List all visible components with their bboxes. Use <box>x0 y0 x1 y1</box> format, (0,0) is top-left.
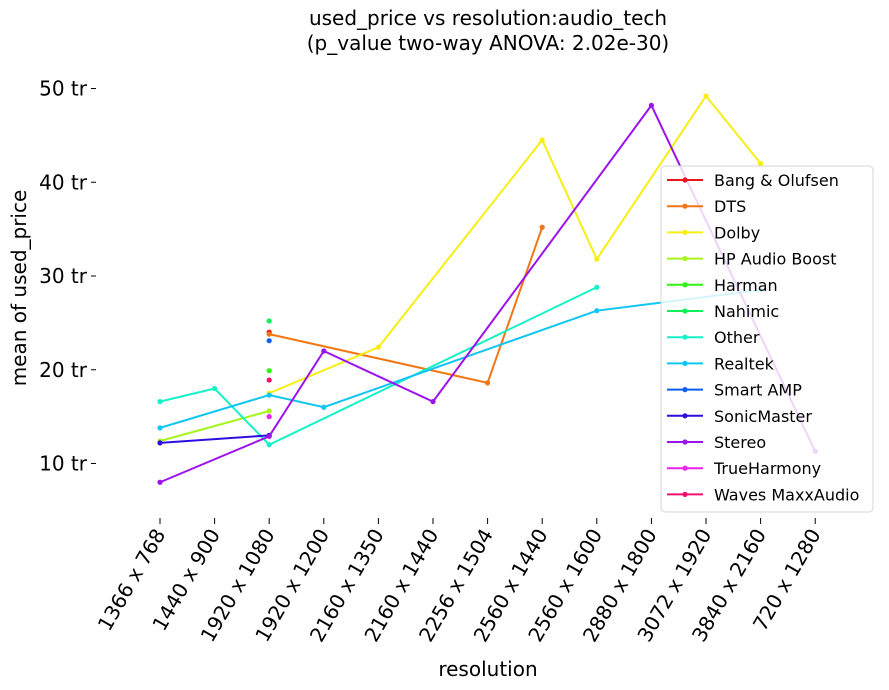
x-axis-label: resolution <box>438 657 537 681</box>
data-point <box>157 440 163 446</box>
series-line <box>159 103 817 484</box>
data-point <box>266 338 272 344</box>
legend-entry: HP Audio Boost <box>714 250 837 269</box>
series-line <box>268 94 762 395</box>
legend-entry: Nahimic <box>714 302 779 321</box>
legend-entry: Dolby <box>714 223 760 242</box>
legend-swatch-marker <box>682 439 688 445</box>
series-trueharmony <box>266 414 272 420</box>
data-point <box>321 348 327 354</box>
chart-title: used_price vs resolution:audio_tech <box>309 6 667 30</box>
data-point <box>266 331 272 337</box>
series-line <box>268 226 544 385</box>
data-point <box>539 224 545 230</box>
legend-entry: SonicMaster <box>714 407 812 426</box>
data-point <box>266 377 272 383</box>
data-point <box>485 380 491 386</box>
data-point <box>266 408 272 414</box>
legend-entry: DTS <box>714 197 746 216</box>
legend-frame <box>660 165 874 513</box>
series-stereo <box>157 102 818 485</box>
series-smart-amp <box>266 338 272 344</box>
legend-entry: Other <box>714 328 760 347</box>
chart-subtitle: (p_value two-way ANOVA: 2.02e-30) <box>307 31 669 55</box>
y-tick-label: 20 tr <box>39 358 88 382</box>
series-other <box>157 284 600 448</box>
legend-swatch-marker <box>682 256 688 262</box>
data-point <box>430 399 436 405</box>
data-point <box>266 442 272 448</box>
data-point <box>266 414 272 420</box>
legend-swatch-marker <box>682 387 688 393</box>
series-line <box>159 410 270 442</box>
legend-entry: Harman <box>714 276 778 295</box>
series-waves-maxxaudio <box>266 377 272 383</box>
y-axis-label: mean of used_price <box>7 190 31 387</box>
data-point <box>375 344 381 350</box>
legend-entry: Bang & Olufsen <box>714 171 839 190</box>
legend-swatch-marker <box>682 465 688 471</box>
legend-entry: Realtek <box>714 354 775 373</box>
legend-swatch-marker <box>682 282 688 288</box>
series-realtek <box>157 287 764 431</box>
data-point <box>157 399 163 405</box>
y-axis-ticks: 10 tr 20 tr 30 tr 40 tr 50 tr <box>39 77 96 476</box>
data-point <box>157 479 163 485</box>
legend-entry: Stereo <box>714 433 766 452</box>
legend-entry: TrueHarmony <box>713 459 821 478</box>
data-point <box>266 433 272 439</box>
data-point <box>266 392 272 398</box>
data-point <box>212 385 218 392</box>
series-harman <box>266 368 272 374</box>
legend-swatch-marker <box>682 334 688 340</box>
legend-swatch-marker <box>682 308 688 314</box>
data-point <box>594 256 600 262</box>
data-point <box>266 318 272 324</box>
data-point <box>266 368 272 374</box>
series-nahimic <box>266 318 272 324</box>
legend-swatch-marker <box>682 413 688 419</box>
legend-swatch-marker <box>682 360 688 366</box>
series-line <box>159 286 598 446</box>
y-tick-label: 40 tr <box>39 170 88 194</box>
data-point <box>758 160 764 167</box>
data-point <box>594 284 600 290</box>
legend-entry: Smart AMP <box>714 381 802 400</box>
y-tick-label: 10 tr <box>39 452 88 476</box>
data-point <box>157 425 163 431</box>
y-tick-label: 50 tr <box>39 77 88 101</box>
data-point <box>321 404 327 410</box>
series-sonicmaster <box>157 432 272 446</box>
data-point <box>539 137 545 143</box>
series-dolby <box>266 93 764 396</box>
series-layer <box>157 93 818 485</box>
legend-entry: Waves MaxxAudio <box>714 485 859 504</box>
series-line <box>159 434 270 444</box>
y-tick-label: 30 tr <box>39 264 88 288</box>
legend-swatch-marker <box>682 203 688 209</box>
data-point <box>594 308 600 314</box>
legend-swatch-marker <box>682 491 688 497</box>
legend-swatch-marker <box>682 229 688 235</box>
data-point <box>703 93 709 99</box>
legend-swatch-marker <box>682 177 688 183</box>
data-point <box>648 102 655 108</box>
legend: Bang & Olufsen DTS Dolby HP Audio Boost Harm… <box>660 165 874 513</box>
